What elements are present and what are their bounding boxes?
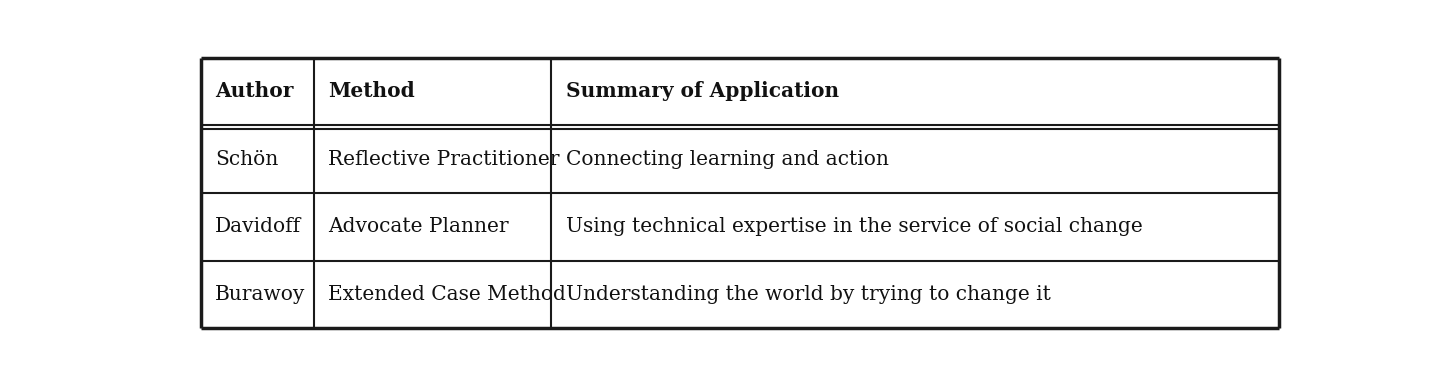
Text: Summary of Application: Summary of Application [566, 81, 839, 102]
Bar [552, 125, 1279, 193]
Text: Reflective Practitioner: Reflective Practitioner [328, 150, 560, 168]
Bar [201, 193, 313, 261]
Text: Advocate Planner: Advocate Planner [328, 217, 510, 236]
Text: Understanding the world by trying to change it: Understanding the world by trying to cha… [566, 285, 1051, 304]
Text: Using technical expertise in the service of social change: Using technical expertise in the service… [566, 217, 1142, 236]
Text: Extended Case Method: Extended Case Method [328, 285, 566, 304]
Text: Author: Author [215, 81, 293, 102]
Bar [552, 261, 1279, 328]
Bar [313, 261, 552, 328]
Text: Schön: Schön [215, 150, 279, 168]
Bar [201, 261, 313, 328]
Bar [552, 193, 1279, 261]
Text: Burawoy: Burawoy [215, 285, 306, 304]
Text: Method: Method [328, 81, 416, 102]
Bar [201, 125, 313, 193]
Bar [313, 58, 552, 125]
Text: Connecting learning and action: Connecting learning and action [566, 150, 888, 168]
Bar [313, 193, 552, 261]
Bar [313, 125, 552, 193]
Bar [201, 58, 313, 125]
Bar [552, 58, 1279, 125]
Text: Davidoff: Davidoff [215, 217, 302, 236]
